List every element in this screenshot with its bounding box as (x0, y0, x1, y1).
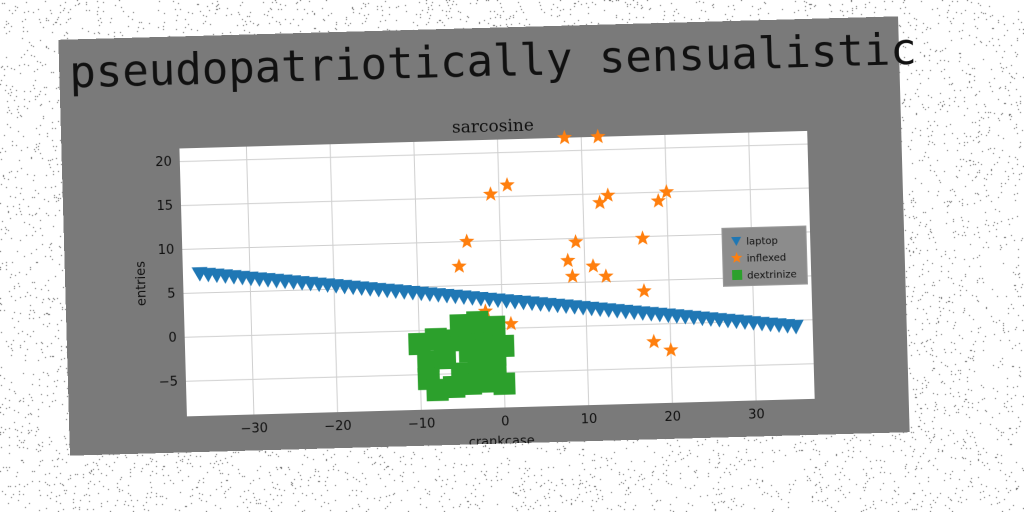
y-tick-label: 20 (155, 155, 172, 170)
y-grid-line (181, 187, 809, 207)
x-tick-label: 0 (501, 414, 510, 429)
x-tick-label: −30 (240, 421, 268, 437)
inflexed-point (598, 268, 614, 283)
chart-title: sarcosine (452, 116, 534, 138)
legend-dextrinize-swatch (732, 269, 743, 281)
inflexed-point (663, 342, 679, 357)
y-tick-label: 15 (156, 199, 173, 214)
x-grid-line (664, 134, 673, 403)
y-tick-label: −5 (159, 374, 179, 390)
legend-box (721, 225, 808, 287)
legend-label-dextrinize: dextrinize (747, 269, 797, 281)
inflexed-point (646, 333, 662, 349)
x-tick-label: 10 (581, 412, 598, 427)
dextrinize-point (483, 343, 507, 367)
inflexed-point (556, 129, 573, 145)
inflexed-point (503, 315, 519, 331)
x-tick-label: 30 (748, 407, 765, 422)
x-grid-line (580, 137, 590, 406)
y-tick-label: 10 (158, 243, 175, 258)
y-grid-line (182, 231, 811, 250)
legend-label-inflexed: inflexed (747, 253, 787, 265)
inflexed-point (451, 258, 467, 273)
tick-labels: −30 −20 −10 0 10 20 30 −5 0 5 10 15 20 (155, 155, 765, 437)
legend-inflexed-swatch (730, 251, 743, 263)
laptop-point (787, 319, 804, 335)
x-grid-line (329, 144, 339, 413)
inflexed-point (600, 187, 616, 202)
inflexed-point (592, 194, 608, 210)
inflexed-point (560, 252, 576, 268)
inflexed-point (477, 303, 494, 318)
inflexed-point (564, 268, 581, 283)
x-tick-label: −20 (324, 419, 352, 435)
y-tick-label: 5 (167, 287, 176, 302)
dextrinize-point (483, 315, 506, 339)
inflexed-point (482, 186, 499, 201)
inflexed-point (459, 233, 475, 249)
y-grid-line (183, 275, 812, 294)
data-marks (191, 128, 804, 402)
inflexed-point (634, 230, 651, 246)
inflexed-point (568, 234, 584, 249)
dextrinize-point (493, 372, 516, 396)
x-tick-label: −10 (408, 416, 436, 432)
y-tick-label: 0 (168, 331, 177, 346)
legend-label-laptop: laptop (746, 236, 778, 248)
inflexed-point (499, 177, 515, 192)
figure-card: pseudopatriotically sensualistic −30 −20−… (58, 16, 917, 456)
x-tick-label: 20 (664, 410, 681, 425)
legend-laptop-swatch (731, 236, 742, 246)
inflexed-point (590, 128, 606, 144)
inflexed-point (650, 193, 666, 208)
inflexed-point (585, 258, 601, 273)
legend: laptop inflexed dextrinize (721, 225, 808, 287)
dextrinize-point (433, 346, 457, 370)
inflexed-point (636, 283, 652, 298)
y-axis-label: entries (134, 261, 150, 307)
inflexed-point (658, 183, 675, 199)
y-grid-line (179, 143, 808, 163)
